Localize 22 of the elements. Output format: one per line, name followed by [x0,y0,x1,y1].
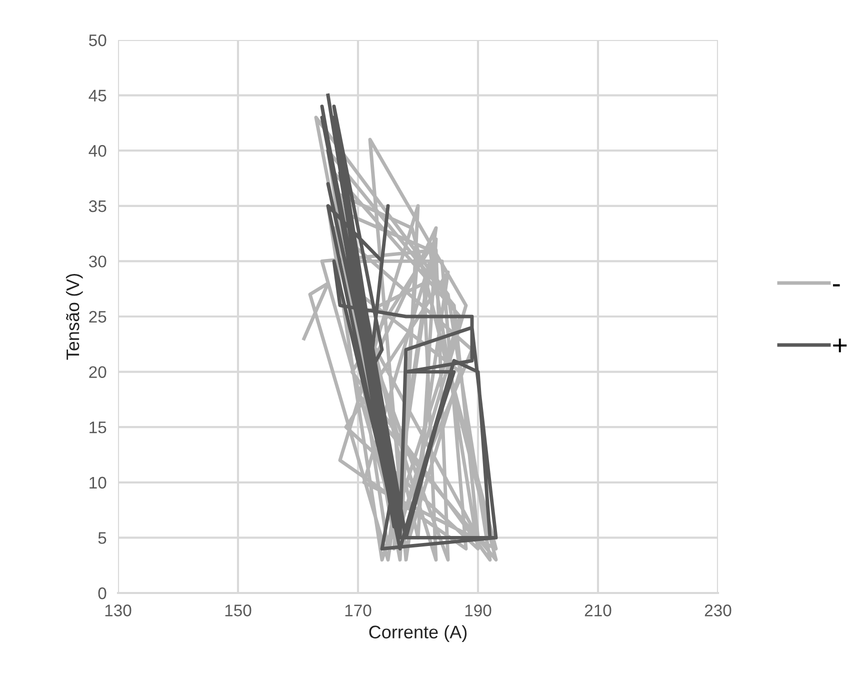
x-tick-label: 190 [465,604,492,616]
x-tick-label: 130 [105,604,132,616]
x-tick-label: 170 [345,604,372,616]
y-tick-label: 45 [88,90,106,102]
x-tick-label: 210 [584,604,612,616]
y-tick-label: 0 [98,587,106,600]
y-axis-title: Tensão (V) [66,274,83,360]
y-tick-label: 5 [98,532,106,544]
y-tick-label: 25 [89,310,106,323]
y-tick-label: 35 [88,200,106,212]
x-axis-title: Corrente (A) [369,625,467,642]
y-tick-label: 20 [89,366,106,378]
y-tick-label: 15 [90,422,106,434]
y-tick-label: 50 [89,34,106,46]
x-tick-label: 150 [225,604,252,616]
line-series [320,94,498,550]
legend-label: + [833,338,847,352]
y-tick-label: 10 [90,476,106,489]
legend-label: - [833,284,840,286]
x-tick-label: 230 [704,604,732,616]
y-tick-label: 30 [88,256,106,268]
y-tick-label: 40 [88,145,106,157]
